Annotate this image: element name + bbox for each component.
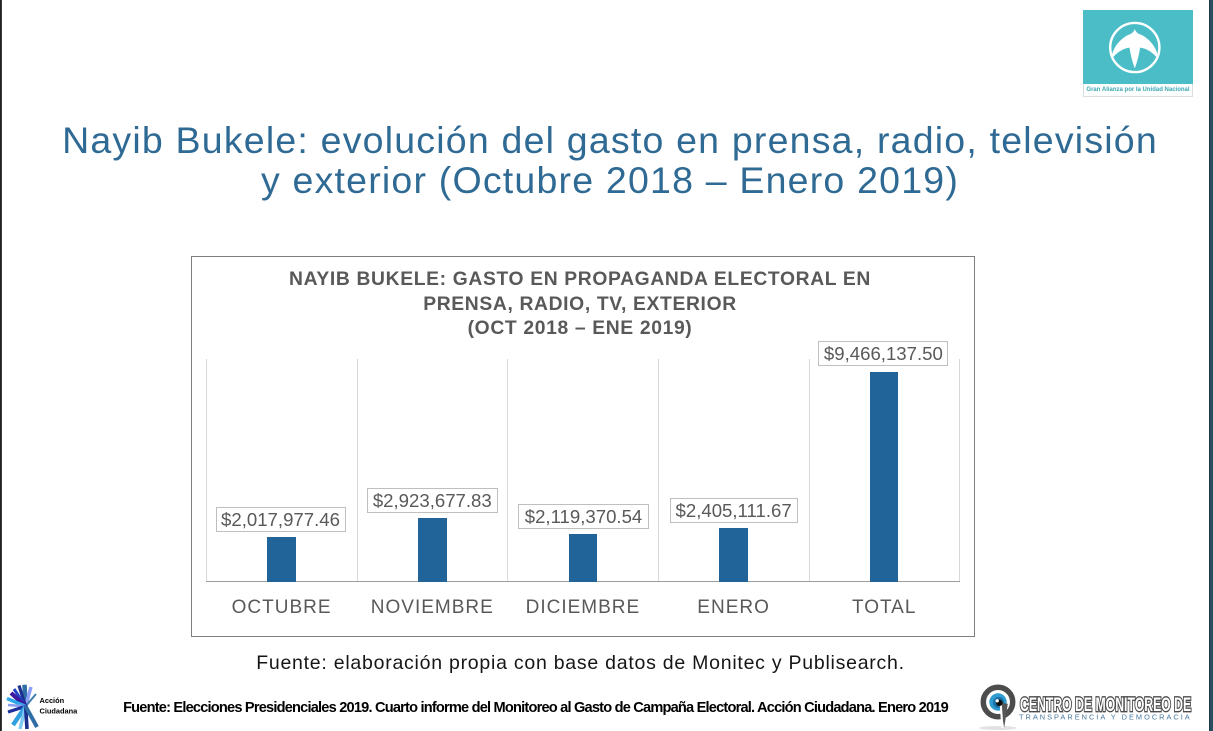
svg-text:TRANSPARENCIA Y DEMOCRACIA: TRANSPARENCIA Y DEMOCRACIA: [1019, 712, 1192, 721]
svg-text:Ciudadana: Ciudadana: [40, 707, 79, 716]
svg-text:Acción: Acción: [40, 696, 65, 705]
svg-text:CENTRO DE MONITOREO DE: CENTRO DE MONITOREO DE: [1020, 696, 1191, 716]
